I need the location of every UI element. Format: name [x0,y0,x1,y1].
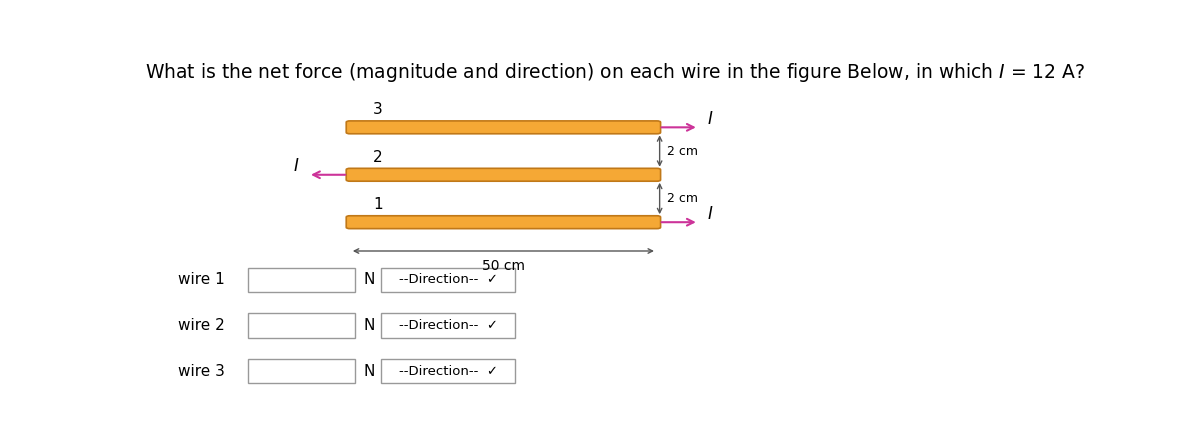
FancyBboxPatch shape [347,169,660,181]
FancyBboxPatch shape [380,313,516,338]
Text: 2: 2 [373,150,383,165]
FancyBboxPatch shape [380,268,516,292]
Text: --Direction--  ✓: --Direction-- ✓ [398,365,498,378]
Text: wire 1: wire 1 [178,272,224,287]
Text: N: N [364,318,376,333]
Text: wire 2: wire 2 [178,318,224,333]
Text: --Direction--  ✓: --Direction-- ✓ [398,273,498,286]
FancyBboxPatch shape [247,359,355,384]
Text: I: I [708,205,713,223]
Text: --Direction--  ✓: --Direction-- ✓ [398,319,498,332]
Text: N: N [364,364,376,379]
Text: 50 cm: 50 cm [482,260,524,274]
Text: 3: 3 [373,102,383,117]
FancyBboxPatch shape [347,121,660,134]
Text: 1: 1 [373,197,383,212]
Text: 2 cm: 2 cm [667,145,698,158]
Text: wire 3: wire 3 [178,364,224,379]
FancyBboxPatch shape [347,216,660,229]
Text: What is the net force (magnitude and direction) on each wire in the figure Below: What is the net force (magnitude and dir… [145,61,1085,84]
Text: 2 cm: 2 cm [667,192,698,205]
Text: N: N [364,272,376,287]
Text: I: I [294,157,299,175]
FancyBboxPatch shape [247,268,355,292]
FancyBboxPatch shape [247,313,355,338]
Text: I: I [708,110,713,128]
FancyBboxPatch shape [380,359,516,384]
